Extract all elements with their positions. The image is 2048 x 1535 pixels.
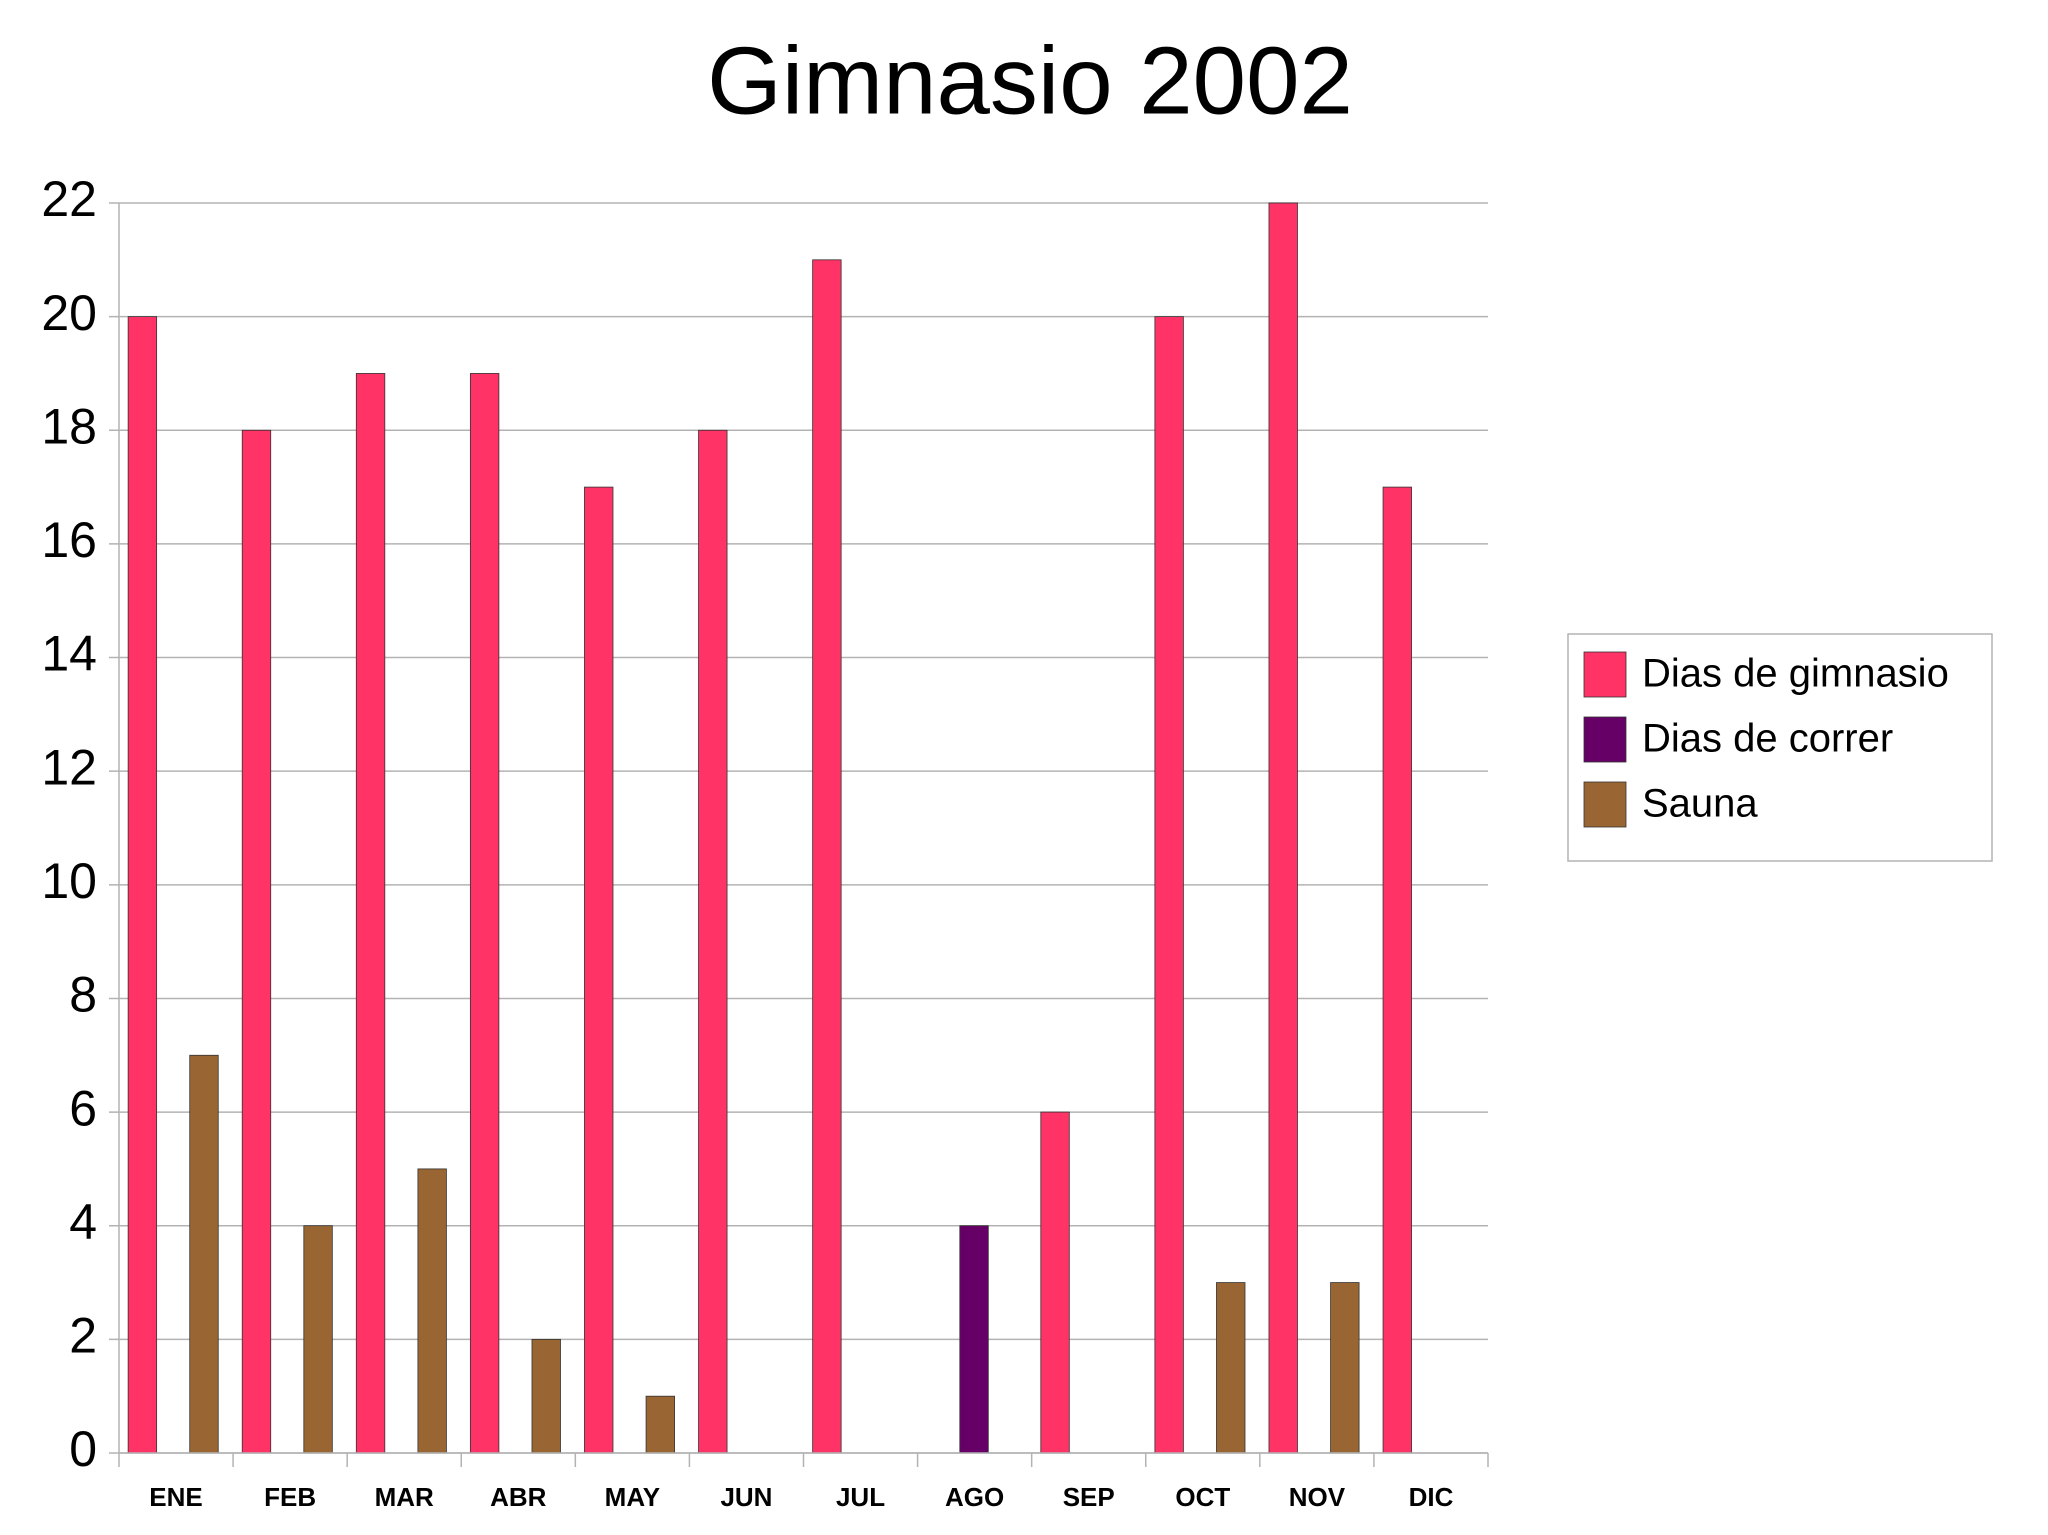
x-tick-label: AGO	[945, 1482, 1004, 1512]
legend-label: Dias de gimnasio	[1642, 652, 1949, 696]
x-tick-label: MAR	[375, 1482, 434, 1512]
bar	[355, 373, 386, 1454]
y-tick-label: 2	[69, 1308, 97, 1364]
bar	[1154, 316, 1184, 1454]
legend-swatch	[1583, 716, 1627, 763]
bar	[417, 1168, 447, 1454]
x-tick-label: JUL	[836, 1482, 885, 1512]
bar	[303, 1225, 333, 1454]
x-tick-label: ABR	[490, 1482, 547, 1512]
legend-box	[1567, 633, 1993, 862]
bar	[1382, 486, 1412, 1454]
y-tick-label: 18	[41, 398, 97, 454]
x-tick-label: JUN	[720, 1482, 772, 1512]
y-tick-label: 20	[41, 285, 97, 341]
y-tick-label: 8	[69, 967, 97, 1023]
x-tick-label: DIC	[1409, 1482, 1454, 1512]
x-tick-label: OCT	[1175, 1482, 1230, 1512]
x-tick-label: NOV	[1289, 1482, 1346, 1512]
legend-swatch	[1583, 781, 1627, 828]
y-tick-label: 22	[41, 171, 97, 227]
x-tick-label: SEP	[1063, 1482, 1115, 1512]
bar	[241, 429, 272, 1454]
bar	[1268, 202, 1298, 1454]
x-tick-label: ENE	[149, 1482, 202, 1512]
x-tick-label: FEB	[264, 1482, 316, 1512]
y-tick-label: 10	[41, 853, 97, 909]
y-tick-label: 4	[69, 1194, 97, 1250]
bar	[1216, 1282, 1246, 1454]
legend-label: Dias de correr	[1642, 717, 1893, 761]
bar	[469, 373, 500, 1454]
bar	[127, 316, 158, 1454]
bar	[189, 1054, 219, 1454]
bar	[1040, 1111, 1070, 1454]
legend-swatch	[1583, 651, 1627, 698]
bar	[531, 1338, 561, 1454]
chart-title: Gimnasio 2002	[707, 27, 1353, 134]
y-tick-label: 0	[69, 1421, 97, 1477]
bar	[645, 1395, 675, 1454]
bar	[698, 429, 728, 1454]
y-tick-label: 12	[41, 739, 97, 795]
y-tick-label: 6	[69, 1080, 97, 1136]
bar	[1330, 1282, 1360, 1454]
x-tick-label: MAY	[605, 1482, 660, 1512]
bar	[812, 259, 842, 1454]
y-tick-label: 16	[41, 512, 97, 568]
y-tick-label: 14	[41, 626, 97, 682]
bar	[584, 486, 614, 1454]
legend-label: Sauna	[1642, 782, 1758, 826]
bar	[959, 1225, 989, 1454]
